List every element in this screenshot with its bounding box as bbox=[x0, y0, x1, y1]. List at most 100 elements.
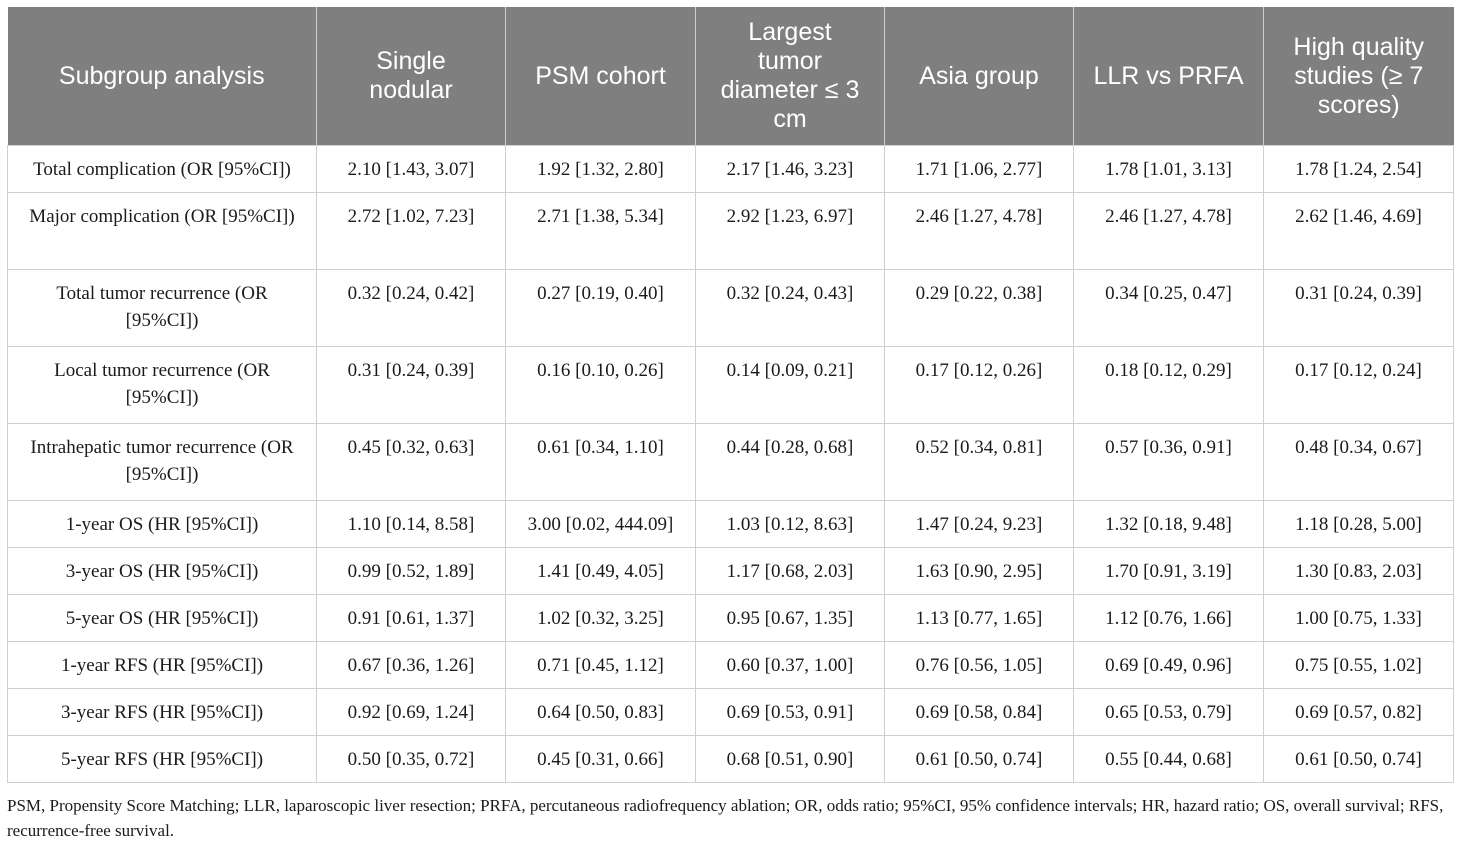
value-cell: 0.67 [0.36, 1.26] bbox=[316, 641, 506, 689]
value-cell: 0.50 [0.35, 0.72] bbox=[316, 735, 506, 783]
value-cell: 1.70 [0.91, 3.19] bbox=[1073, 547, 1264, 595]
value-cell: 0.64 [0.50, 0.83] bbox=[505, 688, 696, 736]
value-cell: 0.75 [0.55, 1.02] bbox=[1263, 641, 1454, 689]
value-cell: 0.52 [0.34, 0.81] bbox=[884, 423, 1074, 501]
header-largest-tumor-diameter: Largest tumor diameter ≤ 3 cm bbox=[695, 7, 885, 146]
value-cell: 1.03 [0.12, 8.63] bbox=[695, 500, 885, 548]
value-cell: 0.29 [0.22, 0.38] bbox=[884, 269, 1074, 347]
value-cell: 0.76 [0.56, 1.05] bbox=[884, 641, 1074, 689]
value-cell: 2.17 [1.46, 3.23] bbox=[695, 145, 885, 193]
value-cell: 1.47 [0.24, 9.23] bbox=[884, 500, 1074, 548]
value-cell: 0.99 [0.52, 1.89] bbox=[316, 547, 506, 595]
value-cell: 2.72 [1.02, 7.23] bbox=[316, 192, 506, 270]
header-llr-vs-prfa: LLR vs PRFA bbox=[1073, 7, 1264, 146]
value-cell: 1.17 [0.68, 2.03] bbox=[695, 547, 885, 595]
subgroup-analysis-table: Subgroup analysis Single nodular PSM coh… bbox=[7, 7, 1454, 783]
value-cell: 1.13 [0.77, 1.65] bbox=[884, 594, 1074, 642]
value-cell: 0.91 [0.61, 1.37] bbox=[316, 594, 506, 642]
value-cell: 1.41 [0.49, 4.05] bbox=[505, 547, 696, 595]
value-cell: 0.45 [0.31, 0.66] bbox=[505, 735, 696, 783]
row-label-cell: Intrahepatic tumor recurrence (OR [95%CI… bbox=[7, 423, 317, 501]
header-high-quality-studies: High quality studies (≥ 7 scores) bbox=[1263, 7, 1454, 146]
value-cell: 1.30 [0.83, 2.03] bbox=[1263, 547, 1454, 595]
value-cell: 0.34 [0.25, 0.47] bbox=[1073, 269, 1264, 347]
row-label-cell: 5-year RFS (HR [95%CI]) bbox=[7, 735, 317, 783]
value-cell: 0.69 [0.58, 0.84] bbox=[884, 688, 1074, 736]
value-cell: 1.32 [0.18, 9.48] bbox=[1073, 500, 1264, 548]
value-cell: 0.69 [0.49, 0.96] bbox=[1073, 641, 1264, 689]
value-cell: 2.62 [1.46, 4.69] bbox=[1263, 192, 1454, 270]
value-cell: 1.78 [1.01, 3.13] bbox=[1073, 145, 1264, 193]
row-label-cell: 3-year RFS (HR [95%CI]) bbox=[7, 688, 317, 736]
row-label-cell: Total complication (OR [95%CI]) bbox=[7, 145, 317, 193]
table-row: Total tumor recurrence (OR [95%CI]) 0.32 … bbox=[7, 269, 1454, 347]
row-label-cell: 1-year RFS (HR [95%CI]) bbox=[7, 641, 317, 689]
value-cell: 3.00 [0.02, 444.09] bbox=[505, 500, 696, 548]
table-row: 1-year RFS (HR [95%CI]) 0.67 [0.36, 1.26]… bbox=[7, 641, 1454, 689]
value-cell: 1.00 [0.75, 1.33] bbox=[1263, 594, 1454, 642]
value-cell: 0.69 [0.53, 0.91] bbox=[695, 688, 885, 736]
table-row: Local tumor recurrence (OR [95%CI]) 0.31 … bbox=[7, 346, 1454, 424]
header-asia-group: Asia group bbox=[884, 7, 1074, 146]
header-row: Subgroup analysis Single nodular PSM coh… bbox=[7, 7, 1454, 146]
value-cell: 1.92 [1.32, 2.80] bbox=[505, 145, 696, 193]
table-row: 5-year OS (HR [95%CI]) 0.91 [0.61, 1.37] 1… bbox=[7, 594, 1454, 642]
table-row: 3-year RFS (HR [95%CI]) 0.92 [0.69, 1.24]… bbox=[7, 688, 1454, 736]
table-row: 3-year OS (HR [95%CI]) 0.99 [0.52, 1.89] 1… bbox=[7, 547, 1454, 595]
table-body: Total complication (OR [95%CI]) 2.10 [1.4… bbox=[7, 145, 1454, 783]
row-label-cell: Total tumor recurrence (OR [95%CI]) bbox=[7, 269, 317, 347]
value-cell: 0.45 [0.32, 0.63] bbox=[316, 423, 506, 501]
value-cell: 2.92 [1.23, 6.97] bbox=[695, 192, 885, 270]
subgroup-analysis-table-container: Subgroup analysis Single nodular PSM coh… bbox=[7, 7, 1454, 783]
value-cell: 0.95 [0.67, 1.35] bbox=[695, 594, 885, 642]
value-cell: 0.32 [0.24, 0.43] bbox=[695, 269, 885, 347]
table-row: 5-year RFS (HR [95%CI]) 0.50 [0.35, 0.72]… bbox=[7, 735, 1454, 783]
value-cell: 0.68 [0.51, 0.90] bbox=[695, 735, 885, 783]
table-row: Major complication (OR [95%CI]) 2.72 [1.0… bbox=[7, 192, 1454, 270]
value-cell: 0.61 [0.50, 0.74] bbox=[1263, 735, 1454, 783]
value-cell: 0.27 [0.19, 0.40] bbox=[505, 269, 696, 347]
value-cell: 0.31 [0.24, 0.39] bbox=[316, 346, 506, 424]
header-single-nodular: Single nodular bbox=[316, 7, 506, 146]
value-cell: 2.10 [1.43, 3.07] bbox=[316, 145, 506, 193]
value-cell: 0.92 [0.69, 1.24] bbox=[316, 688, 506, 736]
table-row: Total complication (OR [95%CI]) 2.10 [1.4… bbox=[7, 145, 1454, 193]
value-cell: 2.46 [1.27, 4.78] bbox=[884, 192, 1074, 270]
table-row: Intrahepatic tumor recurrence (OR [95%CI… bbox=[7, 423, 1454, 501]
value-cell: 0.69 [0.57, 0.82] bbox=[1263, 688, 1454, 736]
value-cell: 0.61 [0.50, 0.74] bbox=[884, 735, 1074, 783]
value-cell: 1.02 [0.32, 3.25] bbox=[505, 594, 696, 642]
value-cell: 0.48 [0.34, 0.67] bbox=[1263, 423, 1454, 501]
value-cell: 0.18 [0.12, 0.29] bbox=[1073, 346, 1264, 424]
value-cell: 1.12 [0.76, 1.66] bbox=[1073, 594, 1264, 642]
value-cell: 2.46 [1.27, 4.78] bbox=[1073, 192, 1264, 270]
value-cell: 0.55 [0.44, 0.68] bbox=[1073, 735, 1264, 783]
header-psm-cohort: PSM cohort bbox=[505, 7, 696, 146]
value-cell: 0.60 [0.37, 1.00] bbox=[695, 641, 885, 689]
value-cell: 1.63 [0.90, 2.95] bbox=[884, 547, 1074, 595]
value-cell: 1.71 [1.06, 2.77] bbox=[884, 145, 1074, 193]
value-cell: 0.71 [0.45, 1.12] bbox=[505, 641, 696, 689]
value-cell: 0.32 [0.24, 0.42] bbox=[316, 269, 506, 347]
value-cell: 0.44 [0.28, 0.68] bbox=[695, 423, 885, 501]
value-cell: 0.31 [0.24, 0.39] bbox=[1263, 269, 1454, 347]
row-label-cell: Major complication (OR [95%CI]) bbox=[7, 192, 317, 270]
value-cell: 1.18 [0.28, 5.00] bbox=[1263, 500, 1454, 548]
row-label-cell: 1-year OS (HR [95%CI]) bbox=[7, 500, 317, 548]
value-cell: 0.14 [0.09, 0.21] bbox=[695, 346, 885, 424]
value-cell: 0.16 [0.10, 0.26] bbox=[505, 346, 696, 424]
header-subgroup-analysis: Subgroup analysis bbox=[7, 7, 317, 146]
table-footnote: PSM, Propensity Score Matching; LLR, lap… bbox=[7, 796, 1444, 840]
value-cell: 2.71 [1.38, 5.34] bbox=[505, 192, 696, 270]
row-label-cell: 3-year OS (HR [95%CI]) bbox=[7, 547, 317, 595]
value-cell: 0.17 [0.12, 0.26] bbox=[884, 346, 1074, 424]
value-cell: 1.10 [0.14, 8.58] bbox=[316, 500, 506, 548]
value-cell: 0.61 [0.34, 1.10] bbox=[505, 423, 696, 501]
value-cell: 0.17 [0.12, 0.24] bbox=[1263, 346, 1454, 424]
value-cell: 0.57 [0.36, 0.91] bbox=[1073, 423, 1264, 501]
table-row: 1-year OS (HR [95%CI]) 1.10 [0.14, 8.58] 3… bbox=[7, 500, 1454, 548]
value-cell: 0.65 [0.53, 0.79] bbox=[1073, 688, 1264, 736]
row-label-cell: 5-year OS (HR [95%CI]) bbox=[7, 594, 317, 642]
value-cell: 1.78 [1.24, 2.54] bbox=[1263, 145, 1454, 193]
row-label-cell: Local tumor recurrence (OR [95%CI]) bbox=[7, 346, 317, 424]
